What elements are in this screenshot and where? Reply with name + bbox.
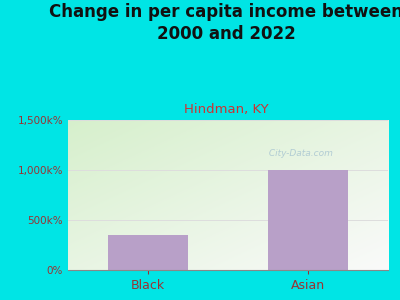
Bar	[268, 170, 348, 270]
Text: Hindman, KY: Hindman, KY	[184, 103, 268, 116]
Text: Change in per capita income between
2000 and 2022: Change in per capita income between 2000…	[49, 3, 400, 43]
Text: City-Data.com: City-Data.com	[266, 148, 333, 158]
Bar	[108, 235, 188, 270]
